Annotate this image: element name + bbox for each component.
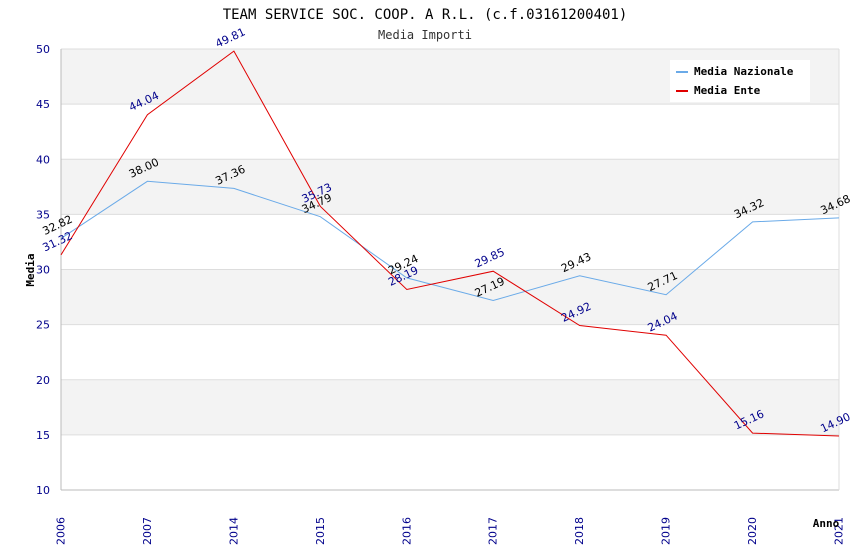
x-tick-label: 2006	[55, 517, 68, 545]
y-tick-label: 45	[36, 98, 50, 111]
y-tick-label: 50	[36, 43, 50, 56]
grid-band	[61, 269, 839, 325]
y-tick-label: 10	[36, 484, 50, 497]
chart-title: TEAM SERVICE SOC. COOP. A R.L. (c.f.0316…	[223, 7, 628, 23]
background-bands	[61, 49, 839, 435]
series-line	[60, 180, 840, 302]
y-tick-label: 30	[36, 264, 50, 277]
y-tick-label: 35	[36, 208, 50, 221]
data-label: 49.81	[213, 25, 247, 50]
legend-label-media-nazionale: Media Nazionale	[694, 65, 794, 78]
grid-band	[61, 159, 839, 215]
x-tick-label: 2015	[314, 517, 327, 545]
legend: Media Nazionale Media Ente	[670, 60, 810, 102]
legend-label-media-ente: Media Ente	[694, 84, 761, 97]
x-tick-label: 2007	[141, 517, 154, 545]
series-lines	[60, 50, 840, 437]
y-tick-label: 25	[36, 319, 50, 332]
x-tick-label: 2014	[227, 517, 240, 545]
x-tick-label: 2016	[400, 517, 413, 545]
x-axis-label: Anno	[813, 517, 840, 530]
chart-subtitle: Media Importi	[378, 28, 472, 42]
y-tick-label: 20	[36, 374, 50, 387]
y-tick-label: 15	[36, 429, 50, 442]
axes	[60, 49, 840, 491]
legend-box	[670, 60, 810, 102]
x-tick-label: 2021	[833, 517, 846, 545]
data-label: 29.85	[473, 245, 507, 270]
x-tick-label: 2017	[487, 517, 500, 545]
y-axis-label: Media	[24, 253, 37, 286]
grid-band	[61, 379, 839, 435]
series-line	[60, 50, 840, 437]
x-tick-label: 2019	[660, 517, 673, 545]
y-tick-labels: 10 15 20 25 30 35 40 45 50	[36, 43, 50, 497]
y-tick-label: 40	[36, 153, 50, 166]
x-tick-labels: 2006 2007 2014 2015 2016 2017 2018 2019 2020 2021	[55, 517, 846, 545]
x-tick-label: 2020	[746, 517, 759, 545]
x-tick-label: 2018	[573, 517, 586, 545]
